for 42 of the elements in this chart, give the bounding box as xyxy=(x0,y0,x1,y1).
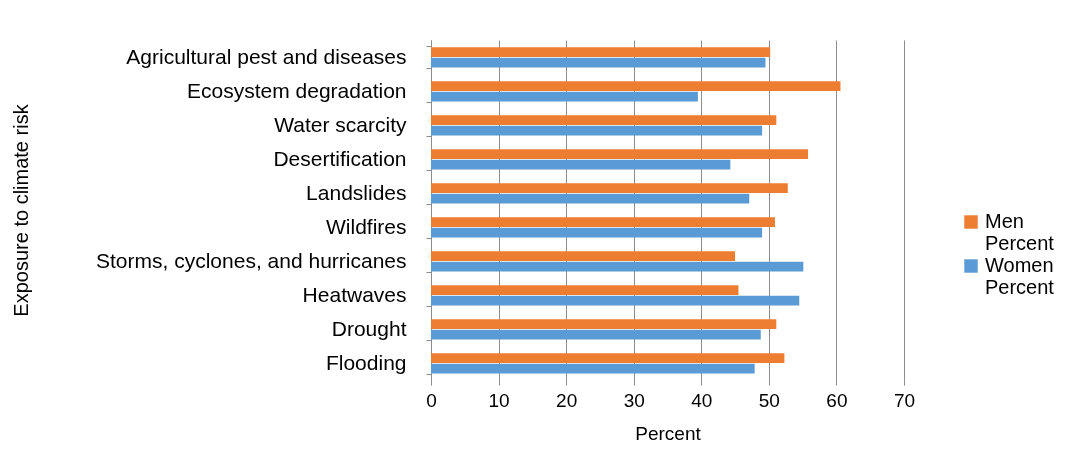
x-tick-label: 50 xyxy=(758,389,780,411)
bar xyxy=(431,217,775,227)
x-tick-label: 40 xyxy=(691,389,713,411)
bar xyxy=(431,295,800,306)
y-tick-label: Flooding xyxy=(325,350,407,374)
x-tick-label: 30 xyxy=(623,389,645,411)
bar xyxy=(431,159,731,170)
bar xyxy=(431,319,777,329)
legend-label: Men Percent xyxy=(985,210,1055,254)
y-tick-label: Storms, cyclones, and hurricanes xyxy=(96,248,407,272)
y-tick-label: Agricultural pest and diseases xyxy=(126,44,407,68)
bar xyxy=(431,91,698,102)
bar xyxy=(431,353,785,363)
x-tick-label: 60 xyxy=(826,389,848,411)
y-tick-label: Drought xyxy=(331,316,407,340)
y-tick-label: Ecosystem degradation xyxy=(187,78,407,102)
x-tick-label: 70 xyxy=(893,389,916,411)
bar xyxy=(431,81,841,91)
bar xyxy=(431,149,809,159)
bar xyxy=(431,183,788,193)
bar xyxy=(431,363,755,374)
bar xyxy=(431,115,777,125)
y-tick-label: Desertification xyxy=(273,146,407,170)
x-tick-label: 10 xyxy=(488,389,510,411)
bar xyxy=(431,193,750,204)
bar xyxy=(431,251,736,261)
bar xyxy=(431,329,761,340)
y-tick-label: Heatwaves xyxy=(302,282,407,306)
bar xyxy=(431,57,766,68)
bar xyxy=(431,285,739,295)
x-tick-label: 0 xyxy=(426,389,437,411)
x-axis-title: Percent xyxy=(635,422,702,444)
y-tick-label: Water scarcity xyxy=(274,112,407,136)
bar xyxy=(431,125,763,136)
y-tick-label: Landslides xyxy=(306,180,407,204)
x-tick-label: 20 xyxy=(556,389,578,411)
y-tick-label: Wildfires xyxy=(325,214,407,238)
bar xyxy=(431,261,804,272)
y-axis-title: Exposure to climate risk xyxy=(9,103,32,317)
bar xyxy=(431,227,763,238)
bar xyxy=(431,47,771,57)
legend-label: Women Percent xyxy=(985,254,1055,298)
